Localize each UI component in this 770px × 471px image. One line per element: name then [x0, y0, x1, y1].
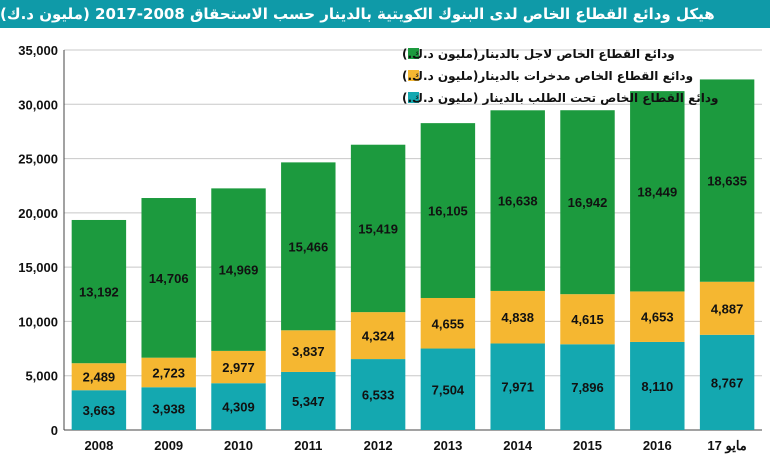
data-label: 8,767: [711, 375, 744, 390]
chart-title: هيكل ودائع القطاع الخاص لدى البنوك الكوي…: [0, 0, 770, 28]
data-label: 2,489: [83, 370, 116, 385]
legend-label: ودائع القطاع الخاص تحت الطلب بالدينار (م…: [402, 91, 719, 106]
bar-segment: [281, 162, 336, 331]
y-tick-label: 25,000: [18, 152, 58, 167]
bar-segment: [71, 390, 127, 430]
bar-segment: [350, 359, 406, 430]
data-label: 5,347: [292, 394, 325, 409]
y-tick-label: 0: [51, 423, 58, 438]
data-label: 4,838: [501, 310, 534, 325]
data-label: 3,663: [83, 403, 116, 418]
data-label: 18,635: [707, 174, 747, 189]
bar-segment: [560, 344, 615, 430]
x-tick-label: 2013: [433, 438, 462, 453]
x-tick-label: 2010: [224, 438, 253, 453]
data-label: 16,105: [428, 204, 468, 219]
data-label: 16,942: [568, 195, 608, 210]
bar-segment: [211, 350, 266, 384]
bar-segment: [350, 144, 406, 313]
bar-segment: [630, 341, 685, 430]
bar-segment: [211, 188, 266, 351]
bar-segment: [699, 281, 755, 335]
bar-segment: [490, 110, 545, 291]
bar-segment: [420, 348, 476, 430]
y-tick-label: 30,000: [18, 97, 58, 112]
data-label: 8,110: [641, 379, 673, 394]
bar-segment: [490, 290, 545, 344]
data-label: 7,971: [501, 380, 534, 395]
data-label: 6,533: [362, 388, 395, 403]
y-tick-label: 20,000: [18, 206, 58, 221]
legend: ودائع القطاع الخاص لاجل بالدينار(مليون د…: [402, 47, 719, 106]
x-tick-label: 2011: [294, 438, 322, 453]
bar-segment: [420, 297, 476, 349]
data-label: 15,466: [288, 239, 328, 254]
bar-segment: [560, 110, 615, 295]
data-label: 2,977: [222, 360, 255, 375]
bar-segment: [560, 294, 615, 345]
chart-area: 0 5,000 10,000 15,000 20,000 25,000 30,000 35,0…: [0, 28, 770, 471]
legend-label: ودائع القطاع الخاص لاجل بالدينار(مليون د…: [402, 47, 675, 62]
data-label: 3,837: [292, 344, 325, 359]
data-label: 14,969: [219, 263, 259, 278]
data-label: 7,504: [432, 382, 465, 397]
x-tick-label: مايو 17: [707, 438, 746, 454]
y-tick-label: 10,000: [18, 314, 58, 329]
legend-swatch: [408, 70, 419, 81]
legend-swatch: [408, 48, 419, 59]
bar-segment: [490, 343, 545, 430]
data-label: 7,896: [571, 380, 604, 395]
data-label: 15,419: [358, 221, 398, 236]
bar-segment: [699, 79, 755, 282]
x-tick-label: 2008: [84, 438, 113, 453]
bar-segment: [141, 198, 196, 358]
bar-segment: [699, 334, 755, 430]
stacked-bar-chart: 0 5,000 10,000 15,000 20,000 25,000 30,000 35,0…: [18, 43, 762, 454]
data-label: 14,706: [149, 271, 189, 286]
x-tick-label: 2016: [643, 438, 672, 453]
legend-label: ودائع القطاع الخاص مدخرات بالدينار(مليون…: [402, 69, 693, 84]
y-tick-label: 5,000: [25, 369, 58, 384]
bar-segment: [630, 291, 685, 342]
x-tick-label: 2009: [154, 438, 183, 453]
bar-segment: [630, 91, 685, 292]
bar-segment: [281, 330, 336, 372]
data-label: 4,653: [641, 310, 674, 325]
bar-segment: [350, 312, 406, 360]
bar-segment: [141, 357, 196, 388]
data-label: 4,887: [711, 301, 744, 316]
data-label: 13,192: [79, 285, 119, 300]
y-tick-label: 35,000: [18, 43, 58, 58]
bar-segment: [71, 363, 127, 391]
data-label: 3,938: [152, 402, 185, 417]
y-tick-label: 15,000: [18, 260, 58, 275]
x-tick-label: 2015: [573, 438, 602, 453]
data-label: 16,638: [498, 194, 538, 209]
data-label: 4,655: [432, 316, 465, 331]
bar-segment: [281, 371, 336, 430]
bar-segment: [141, 387, 196, 430]
data-label: 4,309: [222, 400, 255, 415]
x-tick-label: 2014: [503, 438, 533, 453]
data-label: 18,449: [637, 184, 677, 199]
data-label: 4,615: [571, 312, 604, 327]
x-tick-label: 2012: [364, 438, 393, 453]
data-label: 4,324: [362, 329, 395, 344]
legend-swatch: [408, 92, 419, 103]
bar-segment: [211, 383, 266, 430]
data-label: 2,723: [152, 365, 185, 380]
bar-segment: [71, 219, 127, 364]
bar-segment: [420, 123, 476, 298]
